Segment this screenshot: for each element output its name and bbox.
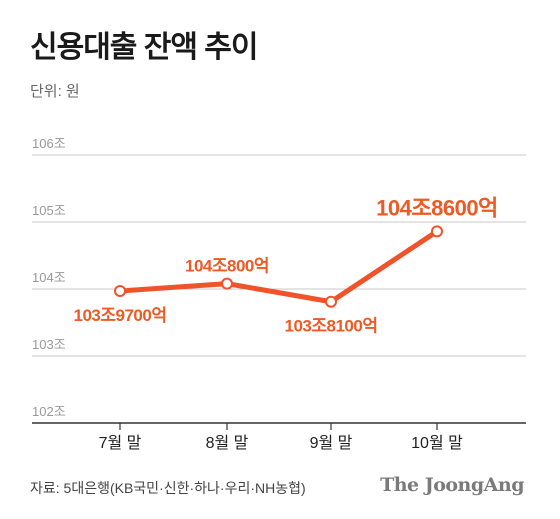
data-label: 104조800억	[185, 257, 269, 276]
source-note: 자료: 5대은행(KB국민·신한·하나·우리·NH농협)	[30, 480, 306, 496]
data-point	[114, 285, 126, 298]
brand-logo: The JoongAng	[380, 474, 524, 496]
y-tick-label: 105조	[32, 203, 66, 218]
data-label: 103조8100억	[285, 317, 378, 336]
y-tick-label: 106조	[32, 136, 66, 151]
data-label: 104조8600억	[376, 195, 498, 220]
data-point	[431, 225, 443, 238]
x-tick-label: 7월 말	[99, 434, 142, 452]
data-label: 103조9700억	[74, 306, 167, 325]
y-tick-label: 104조	[32, 270, 66, 285]
x-tick-label: 10월 말	[411, 434, 463, 452]
data-point	[325, 295, 337, 308]
y-tick-label: 103조	[32, 337, 66, 352]
chart-title: 신용대출 잔액 추이	[30, 31, 258, 64]
unit-label: 단위: 원	[30, 83, 80, 100]
x-tick-label: 8월 말	[206, 434, 249, 452]
x-tick-label: 9월 말	[310, 434, 353, 452]
data-point	[221, 277, 233, 290]
series-line	[117, 228, 440, 305]
y-tick-label: 102조	[32, 404, 66, 419]
